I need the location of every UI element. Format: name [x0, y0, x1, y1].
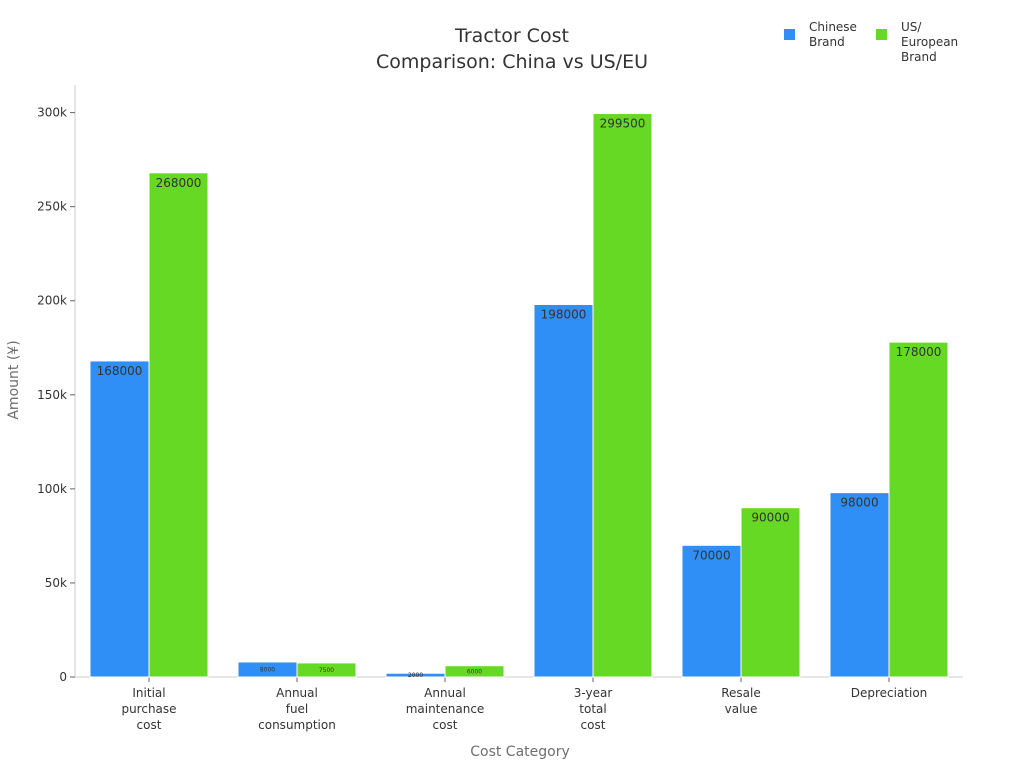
bars: 168000 268000 8000 7500 2000 6000 198000 299500… — [89, 113, 949, 679]
legend-label: Brand — [809, 35, 845, 49]
x-tick-label: Annual fuel consumption — [258, 686, 336, 732]
bar-data-label: 268000 — [156, 176, 202, 190]
y-tick-label: 300k — [37, 106, 67, 120]
bar — [681, 544, 742, 678]
legend-label: European — [901, 35, 958, 49]
chart-title-line: Tractor Cost — [454, 25, 569, 47]
x-tick-label: 3-year total cost — [574, 686, 613, 732]
bar-data-label: 6000 — [467, 668, 482, 675]
bar — [444, 665, 505, 678]
bar — [592, 113, 653, 678]
y-axis: 0 50k 100k 150k 200k 250k 300k — [37, 85, 76, 684]
x-tick-label: Resale value — [721, 686, 761, 716]
bar-data-label: 168000 — [97, 364, 143, 378]
bar-data-label: 198000 — [541, 307, 587, 321]
bar-data-label: 90000 — [751, 511, 789, 525]
bar — [89, 360, 150, 678]
bar — [740, 507, 801, 678]
bar — [148, 172, 209, 678]
y-tick-label: 50k — [45, 576, 67, 590]
bar-data-label: 70000 — [692, 548, 730, 562]
chart-title: Tractor Cost Comparison: China vs US/EU — [376, 25, 648, 73]
x-axis: Initial purchase cost Annual fuel consumption… — [75, 676, 963, 732]
bar-data-label: 98000 — [840, 496, 878, 510]
x-axis-title: Cost Category — [470, 744, 570, 760]
y-tick-label: 100k — [37, 482, 67, 496]
y-tick-label: 0 — [59, 670, 67, 684]
chart-title-line: Comparison: China vs US/EU — [376, 51, 648, 73]
y-tick-label: 150k — [37, 388, 67, 402]
bar-data-label: 178000 — [896, 345, 942, 359]
legend-label: US/ — [901, 20, 922, 34]
bar — [888, 341, 949, 678]
bar — [533, 303, 594, 678]
x-tick-label: Annual maintenance cost — [406, 686, 485, 732]
legend-swatch — [784, 29, 795, 40]
x-tick-label: Depreciation — [851, 686, 928, 700]
bar-data-label: 7500 — [319, 667, 334, 674]
y-tick-label: 200k — [37, 294, 67, 308]
bar-data-label: 8000 — [260, 666, 275, 673]
legend-swatch — [876, 29, 887, 40]
legend-label: Chinese — [809, 20, 857, 34]
bar — [829, 492, 890, 678]
bar — [296, 662, 357, 678]
legend-label: Brand — [901, 50, 937, 64]
y-axis-title: Amount (¥) — [6, 340, 22, 419]
x-tick-label: Initial purchase cost — [121, 686, 176, 732]
y-tick-label: 250k — [37, 200, 67, 214]
bar-data-label: 299500 — [600, 117, 646, 131]
bar-data-label: 2000 — [408, 672, 423, 679]
